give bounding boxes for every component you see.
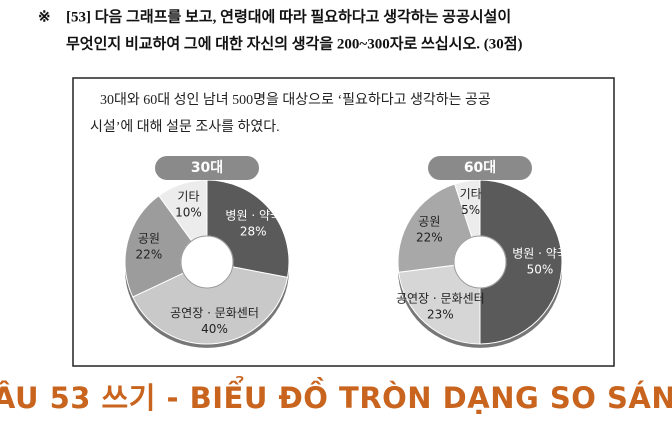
slice-value: 22%	[136, 248, 163, 262]
chart-title: 60대	[464, 160, 496, 176]
title-badge	[428, 156, 532, 180]
slice-value: 50%	[527, 263, 554, 277]
slice-label: 병원 · 약국	[225, 207, 281, 222]
slice-value: 10%	[175, 205, 202, 219]
footer-title: CÂU 53 쓰기 - BIỂU ĐỒ TRÒN DẠNG SO SÁNH	[0, 376, 672, 415]
slice-value: 22%	[416, 230, 443, 244]
slice-label: 공원	[138, 232, 160, 246]
question-marker: ※	[38, 9, 51, 25]
slice-label: 기타	[177, 189, 199, 203]
box-line: 시설’에 대해 설문 조사를 하였다.	[90, 119, 280, 135]
slice-label: 공연장 · 문화센터	[170, 306, 259, 320]
slice-value: 40%	[201, 322, 228, 336]
slice-label: 기타	[460, 187, 482, 201]
question-line: 무엇인지 비교하여 그에 대한 자신의 생각을 200~300자로 쓰십시오. …	[66, 34, 523, 52]
slice-label: 공원	[418, 214, 440, 228]
slice-label: 병원 · 약국	[512, 246, 568, 261]
slice-value: 28%	[240, 224, 267, 238]
pie-hole-rim	[453, 235, 507, 289]
question-line: [53] 다음 그래프를 보고, 연령대에 따라 필요하다고 생각하는 공공시설…	[66, 7, 511, 25]
title-badge	[155, 156, 259, 180]
pie-hole-rim	[180, 235, 234, 289]
slice-label: 공연장 · 문화센터	[396, 292, 485, 306]
box-line: 30대와 60대 성인 남녀 500명을 대상으로 ‘필요하다고 생각하는 공공	[100, 92, 491, 108]
slice-value: 23%	[427, 308, 454, 322]
slice-value: 5%	[461, 203, 480, 217]
chart-title: 30대	[191, 160, 223, 176]
